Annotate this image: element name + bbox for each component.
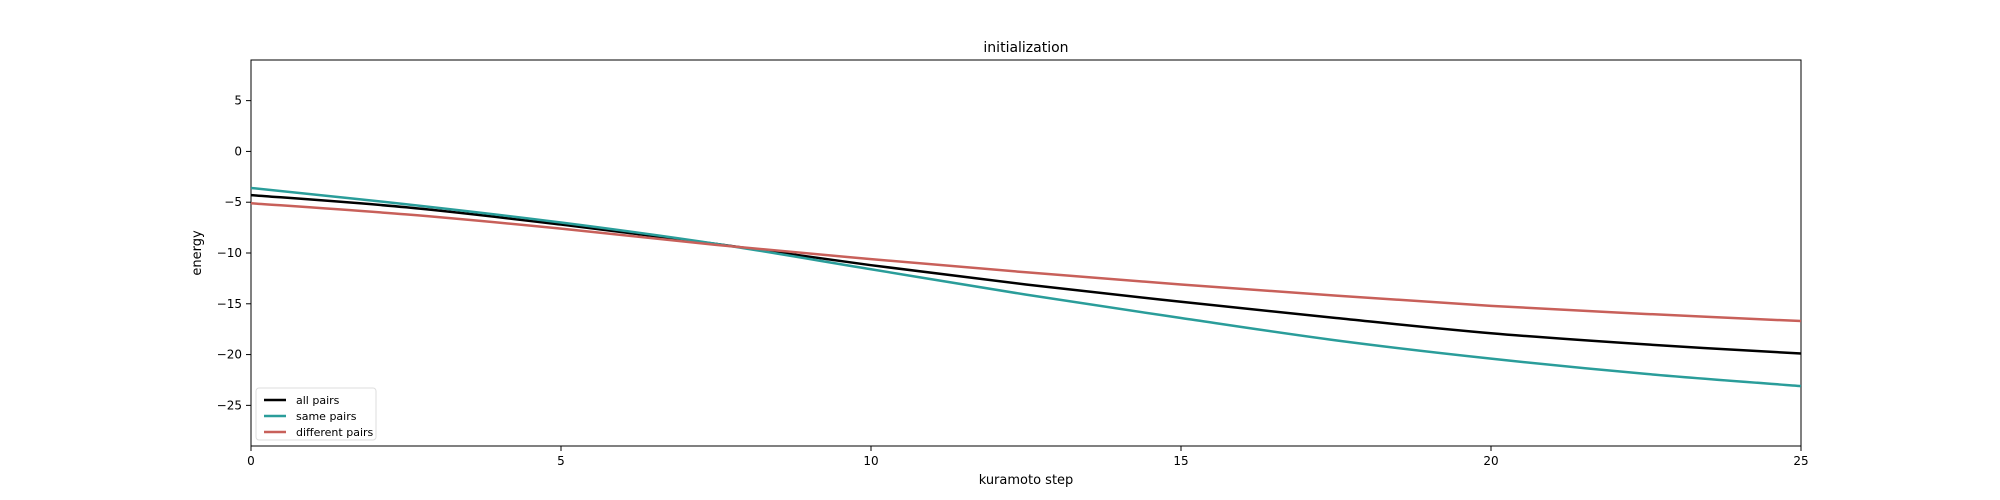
y-tick-label: −20 <box>217 348 242 362</box>
legend: all pairs same pairs different pairs <box>255 387 377 441</box>
x-axis-ticks: 0 5 10 15 20 25 <box>247 446 1809 468</box>
x-tick-label: 0 <box>247 454 255 468</box>
x-tick-label: 5 <box>557 454 565 468</box>
y-tick-label: −10 <box>217 246 242 260</box>
x-axis-label: kuramoto step <box>979 473 1074 488</box>
legend-label-all-pairs: all pairs <box>296 394 340 407</box>
series-line-same-pairs <box>250 186 1802 388</box>
series-line-all-pairs <box>250 193 1802 355</box>
y-axis-label: energy <box>190 230 205 276</box>
legend-label-same-pairs: same pairs <box>296 410 357 423</box>
y-tick-label: −5 <box>224 195 242 209</box>
series-lines <box>250 186 1802 388</box>
y-tick-label: 0 <box>234 144 242 158</box>
y-tick-label: −15 <box>217 297 242 311</box>
y-tick-label: −25 <box>217 398 242 412</box>
x-tick-label: 20 <box>1483 454 1498 468</box>
series-line-different-pairs <box>250 201 1802 323</box>
y-axis-ticks: 5 0 −5 −10 −15 −20 −25 <box>217 94 251 412</box>
x-tick-label: 25 <box>1793 454 1808 468</box>
plot-area-frame <box>250 59 1802 447</box>
chart-title: initialization <box>983 40 1068 56</box>
legend-label-different-pairs: different pairs <box>296 426 374 439</box>
x-tick-label: 15 <box>1173 454 1188 468</box>
y-tick-label: 5 <box>234 94 242 108</box>
x-tick-label: 10 <box>863 454 878 468</box>
